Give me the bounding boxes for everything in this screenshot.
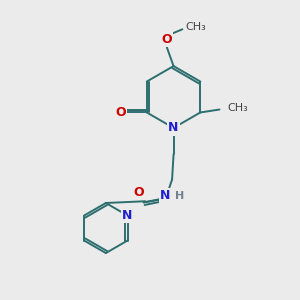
Text: CH₃: CH₃ [228, 103, 248, 113]
Text: N: N [160, 189, 170, 202]
Text: O: O [161, 33, 172, 46]
Text: N: N [168, 122, 179, 134]
Text: CH₃: CH₃ [185, 22, 206, 32]
Text: H: H [176, 190, 185, 201]
Text: O: O [133, 186, 143, 199]
Text: O: O [115, 106, 126, 119]
Text: N: N [122, 209, 133, 222]
